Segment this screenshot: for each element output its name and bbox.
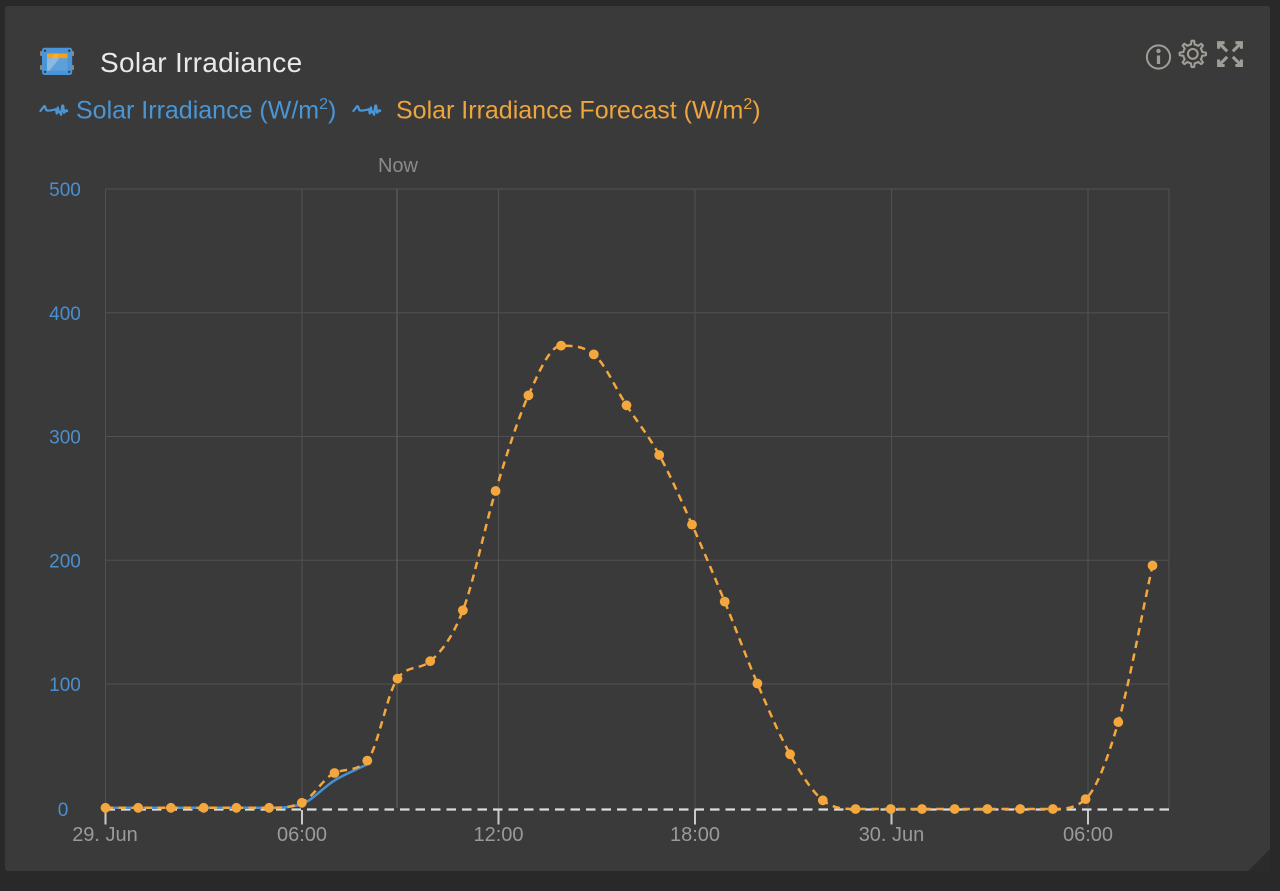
svg-text:06:00: 06:00 [1063, 824, 1113, 846]
svg-text:18:00: 18:00 [670, 824, 720, 846]
svg-text:500: 500 [49, 180, 81, 201]
svg-text:30. Jun: 30. Jun [859, 824, 925, 846]
svg-text:300: 300 [49, 428, 81, 449]
svg-text:400: 400 [49, 304, 81, 325]
svg-text:Now: Now [378, 155, 419, 177]
svg-text:06:00: 06:00 [277, 824, 327, 846]
svg-text:200: 200 [49, 551, 81, 572]
svg-text:12:00: 12:00 [473, 824, 523, 846]
svg-text:29. Jun: 29. Jun [72, 824, 138, 846]
svg-text:100: 100 [49, 675, 81, 696]
svg-text:0: 0 [58, 800, 69, 821]
